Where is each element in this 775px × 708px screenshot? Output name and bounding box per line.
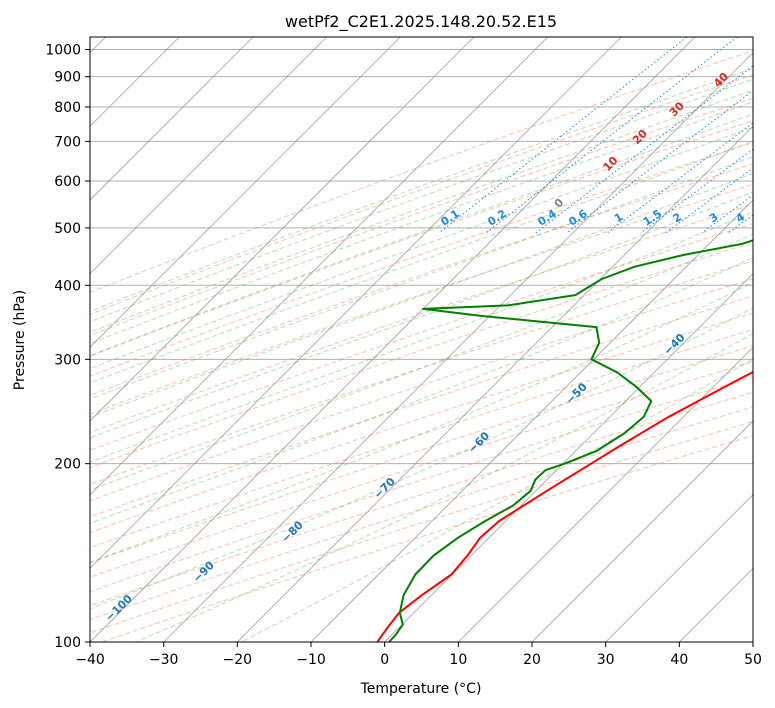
x-tick-label: −10	[296, 652, 326, 668]
dry-adiabat	[90, 278, 753, 502]
dry-adiabat	[90, 223, 753, 451]
isotherm-line	[310, 199, 753, 642]
x-tick-label: −40	[75, 652, 105, 668]
moist-adiabat	[90, 140, 753, 384]
dewpoint-profile-line	[388, 239, 753, 642]
dry-adiabats	[90, 50, 753, 642]
dry-adiabat	[90, 163, 753, 396]
isotherm-line	[90, 37, 548, 496]
moist-adiabat	[241, 358, 753, 642]
chart-title: wetPf2_C2E1.2025.148.20.52.E15	[285, 12, 557, 32]
isotherm-line	[90, 37, 475, 422]
y-tick-label: 700	[54, 134, 81, 150]
moist-adiabat	[90, 307, 753, 610]
isotherm-line	[90, 37, 254, 201]
isotherm-line	[163, 52, 753, 642]
isotherm-line	[90, 37, 401, 348]
isotherm-line	[90, 37, 327, 275]
isotherm-line	[90, 37, 696, 642]
moist-adiabat	[90, 101, 753, 345]
mixing-ratio-line	[438, 37, 688, 234]
temperature-profile-line	[376, 370, 753, 642]
mixing-ratio-lines	[438, 37, 753, 234]
mixing-ratio-line	[566, 90, 753, 234]
isotherm-line	[458, 346, 753, 642]
x-tick-label: 30	[597, 652, 615, 668]
y-tick-label: 300	[54, 352, 81, 368]
dry-adiabat	[90, 142, 753, 377]
moist-adiabat	[90, 156, 753, 400]
y-tick-label: 1000	[45, 43, 81, 59]
y-tick-label: 400	[54, 278, 81, 294]
dry-adiabat	[90, 376, 753, 593]
isobar-grid	[90, 49, 753, 642]
isotherm-line	[531, 420, 753, 642]
x-tick-label: −30	[149, 652, 179, 668]
y-tick-label: 200	[54, 457, 81, 473]
plot-area: 0.10.20.40.611.52346810131620253036−100−…	[90, 37, 753, 642]
isotherm-line	[605, 494, 753, 642]
x-tick-label: 50	[744, 652, 762, 668]
moist-adiabat	[90, 211, 753, 463]
x-tick-label: −20	[223, 652, 253, 668]
y-tick-label: 800	[54, 100, 81, 116]
y-tick-label: 900	[54, 70, 81, 86]
y-tick-label: 500	[54, 221, 81, 237]
y-tick-label: 600	[54, 174, 81, 190]
dry-adiabat	[90, 241, 753, 469]
dry-adiabat	[90, 260, 753, 485]
y-axis: 100 200 300 400 500 600 700 800 900 1000	[45, 43, 90, 651]
mixing-ratio-line	[606, 122, 753, 234]
x-axis: −40 −30 −20 −10 0 10 20 30 40 50	[75, 642, 762, 668]
dry-adiabat	[90, 329, 753, 549]
plot-frame	[89, 36, 754, 643]
moist-adiabat	[90, 78, 753, 323]
isotherm-grid	[90, 37, 753, 642]
dry-adiabat	[90, 295, 753, 518]
dry-adiabat	[90, 361, 753, 578]
dry-adiabat	[90, 391, 753, 607]
dry-adiabat	[90, 50, 753, 293]
isotherm-line	[237, 125, 753, 642]
x-tick-label: 20	[523, 652, 541, 668]
x-tick-label: 40	[670, 652, 688, 668]
isotherm-line	[90, 37, 622, 569]
dry-adiabat	[90, 312, 753, 534]
moist-adiabat	[90, 257, 753, 524]
moist-adiabat	[90, 172, 753, 418]
mixing-ratio-line	[535, 65, 753, 234]
dry-adiabat	[90, 345, 753, 564]
y-tick-label: 100	[54, 635, 81, 651]
x-tick-label: 0	[380, 652, 389, 668]
isotherm-line	[384, 273, 753, 642]
sounding-profiles	[376, 239, 753, 642]
y-axis-label: Pressure (hPa)	[12, 290, 28, 390]
x-tick-label: 10	[449, 652, 467, 668]
x-axis-label: Temperature (°C)	[360, 681, 482, 697]
dry-adiabat	[90, 97, 753, 337]
